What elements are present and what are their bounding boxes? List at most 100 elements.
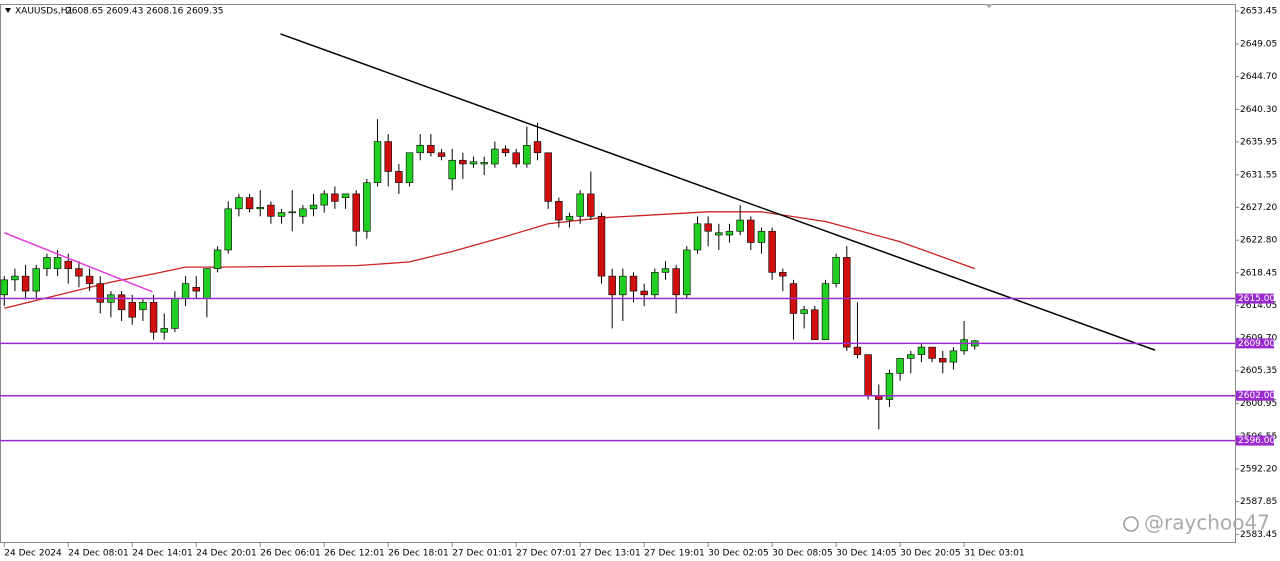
candle-body <box>64 260 72 269</box>
candle-body <box>384 141 392 172</box>
y-tick-label: 2618.45 <box>1240 268 1277 278</box>
candle-body <box>416 144 424 154</box>
candle-body <box>309 204 318 210</box>
candle-body <box>448 159 456 180</box>
x-tick-label: 27 Dec 07:01 <box>516 549 577 559</box>
candle-body <box>555 201 563 221</box>
candle-body <box>864 354 872 397</box>
candle-body <box>896 358 904 374</box>
watermark-icon <box>1123 516 1139 532</box>
candle-body <box>437 152 446 157</box>
x-tick-label: 27 Dec 13:01 <box>580 549 641 559</box>
candle-body <box>640 290 648 296</box>
y-tick-label: 2635.95 <box>1240 137 1277 147</box>
candle-body <box>203 268 211 299</box>
candle-body <box>725 230 734 236</box>
candle-body <box>939 358 947 363</box>
candle-body <box>85 275 94 284</box>
shift-marker <box>985 4 993 8</box>
y-tick-label: 2614.05 <box>1240 301 1277 311</box>
candle-body <box>693 223 702 251</box>
y-tick-label: 2649.05 <box>1240 39 1277 49</box>
candle-body <box>651 272 659 296</box>
candle-body <box>235 197 243 210</box>
candle-body <box>277 212 286 217</box>
level-tag: 2609.00 <box>1236 338 1275 349</box>
candle-body <box>832 257 840 284</box>
candle-body <box>0 279 8 296</box>
candle-body <box>576 193 584 217</box>
candle-body <box>800 309 808 314</box>
candle-body <box>811 309 819 340</box>
x-tick-label: 26 Dec 12:01 <box>324 549 385 559</box>
x-tick-label: 30 Dec 08:05 <box>772 549 833 559</box>
candle-body <box>331 193 339 202</box>
x-tick-label: 24 Dec 2024 <box>4 549 62 559</box>
candle-body <box>395 171 403 183</box>
x-tick-label: 26 Dec 18:01 <box>388 549 449 559</box>
candle-body <box>672 268 680 296</box>
candle-body <box>299 208 307 217</box>
watermark: @raychoo47 <box>1144 511 1270 535</box>
candle-body <box>608 275 616 296</box>
y-tick-label: 2627.20 <box>1240 203 1277 213</box>
candle-body <box>715 232 723 236</box>
candle-body <box>480 162 488 165</box>
candle-body <box>149 301 158 333</box>
candle-body <box>960 339 968 352</box>
candle-body <box>459 159 467 165</box>
candle-body <box>192 287 200 292</box>
candle-body <box>843 257 851 348</box>
candle-body <box>75 268 83 277</box>
level-label: 2609.00 <box>1238 339 1275 349</box>
candle-body <box>53 257 62 269</box>
candle-body <box>512 152 520 165</box>
candle-body <box>747 219 755 243</box>
candle-body <box>501 148 510 154</box>
candle-body <box>181 283 190 299</box>
candle-body <box>853 346 862 355</box>
candle-body <box>341 193 350 198</box>
candle-body <box>779 272 787 277</box>
x-tick-label: 24 Dec 08:01 <box>68 549 129 559</box>
y-tick-label: 2592.20 <box>1240 464 1277 474</box>
candle-body <box>373 141 382 183</box>
candle-body <box>117 294 126 311</box>
candle-body <box>427 144 435 154</box>
candle-body <box>757 230 766 243</box>
candle-body <box>139 301 147 311</box>
level-label: 2596.00 <box>1238 436 1275 446</box>
candle-body <box>565 216 574 221</box>
candle-body <box>821 283 830 340</box>
y-tick-label: 2600.95 <box>1240 399 1277 409</box>
candle-body <box>768 230 776 273</box>
level-label: 2615.00 <box>1238 294 1275 304</box>
candle-body <box>885 373 894 400</box>
x-tick-label: 24 Dec 20:01 <box>196 549 257 559</box>
y-tick-label: 2653.45 <box>1240 7 1277 17</box>
candle-body <box>171 298 179 329</box>
candle-body <box>523 144 531 165</box>
candle-body <box>21 275 30 292</box>
candle-body <box>267 204 275 217</box>
candle-body <box>469 161 478 165</box>
candle-body <box>128 301 136 318</box>
candle-body <box>245 197 254 210</box>
level-tag: 2615.00 <box>1236 293 1275 304</box>
candle-body <box>917 346 926 355</box>
candle-body <box>405 152 414 183</box>
level-tag: 2602.00 <box>1236 390 1275 401</box>
candle-body <box>587 193 595 217</box>
symbol: XAUUSDs,H1 <box>15 7 73 17</box>
x-tick-label: 30 Dec 14:05 <box>836 549 897 559</box>
candle-body <box>736 219 744 232</box>
y-tick-label: 2644.70 <box>1240 72 1277 82</box>
candle-body <box>224 208 232 251</box>
x-tick-label: 27 Dec 19:01 <box>644 549 705 559</box>
y-tick-label: 2587.85 <box>1240 497 1277 507</box>
candle-body <box>32 268 40 292</box>
candle-body <box>288 211 296 214</box>
candle-body <box>533 141 542 154</box>
moving-average <box>4 211 975 309</box>
candle-body <box>597 216 606 277</box>
